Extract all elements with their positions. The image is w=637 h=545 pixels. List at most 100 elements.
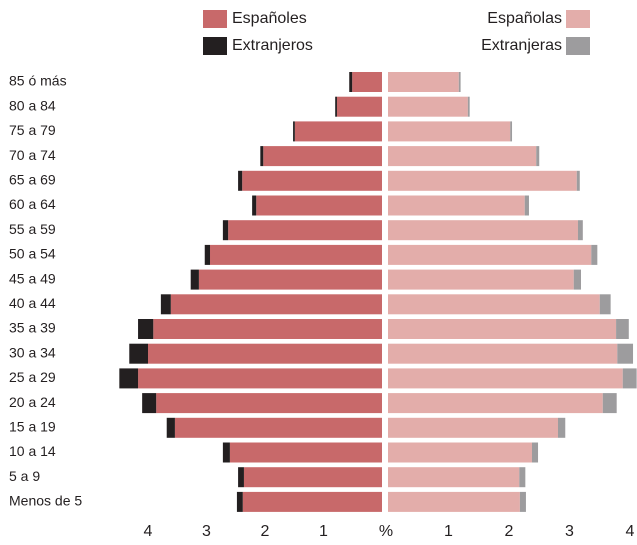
bar xyxy=(294,121,382,142)
bar xyxy=(129,343,148,364)
bar xyxy=(599,294,611,315)
bar xyxy=(138,319,154,339)
bar xyxy=(238,467,244,488)
category-label: 50 a 54 xyxy=(9,246,56,262)
bar xyxy=(388,244,592,265)
category-label: 70 a 74 xyxy=(9,147,56,163)
bar xyxy=(349,72,353,92)
category-label: 20 a 24 xyxy=(9,394,56,410)
bar xyxy=(388,417,559,438)
x-tick-label: 2 xyxy=(505,523,514,540)
bar xyxy=(458,72,461,92)
bar xyxy=(198,269,382,290)
bar xyxy=(388,170,577,191)
bar xyxy=(536,146,540,167)
bar xyxy=(142,393,157,414)
category-label: 75 a 79 xyxy=(9,122,56,138)
bar xyxy=(190,269,199,290)
bar xyxy=(229,442,382,463)
bar xyxy=(204,244,211,265)
bar xyxy=(160,294,171,315)
bar xyxy=(388,442,532,463)
category-label: 80 a 84 xyxy=(9,97,56,113)
category-label: 65 a 69 xyxy=(9,172,56,188)
x-tick-label: 3 xyxy=(202,523,211,540)
x-axis-label: % xyxy=(379,523,393,540)
legend-label: Españolas xyxy=(487,10,562,27)
bar xyxy=(243,467,382,488)
x-tick-label: 3 xyxy=(565,523,574,540)
bar xyxy=(388,195,525,216)
bar xyxy=(573,269,581,290)
bar xyxy=(336,96,382,117)
bar xyxy=(531,442,539,463)
bar xyxy=(352,72,382,92)
legend-swatch xyxy=(566,10,590,28)
bar xyxy=(388,393,603,414)
x-tick-label: 1 xyxy=(444,523,453,540)
bar xyxy=(222,442,230,463)
legend-swatch xyxy=(203,37,227,55)
x-tick-label: 2 xyxy=(261,523,270,540)
bar xyxy=(388,491,520,512)
bar xyxy=(388,220,578,241)
legend-label: Extranjeros xyxy=(232,37,313,54)
bar xyxy=(153,319,382,339)
bar xyxy=(388,319,617,339)
bar xyxy=(524,195,529,216)
bar xyxy=(388,269,574,290)
bar xyxy=(510,121,513,142)
bar xyxy=(558,417,566,438)
bar xyxy=(577,220,583,241)
bar xyxy=(174,417,382,438)
bar xyxy=(576,170,580,191)
bar xyxy=(388,343,618,364)
bar xyxy=(388,294,600,315)
bar xyxy=(242,491,382,512)
category-label: 45 a 49 xyxy=(9,270,56,286)
legend-label: Españoles xyxy=(232,10,307,27)
bar xyxy=(222,220,229,241)
bar xyxy=(519,467,526,488)
legend-swatch xyxy=(203,10,227,28)
category-label: 85 ó más xyxy=(9,73,67,89)
x-tick-label: 1 xyxy=(319,523,328,540)
bar xyxy=(242,170,382,191)
bar xyxy=(256,195,382,216)
bar xyxy=(263,146,382,167)
bar xyxy=(236,491,243,512)
bar xyxy=(388,368,623,389)
legend-swatch xyxy=(566,37,590,55)
bar xyxy=(388,96,468,117)
bar xyxy=(293,121,295,142)
bar xyxy=(170,294,382,315)
bar xyxy=(616,319,629,339)
bar xyxy=(210,244,382,265)
category-label: 5 a 9 xyxy=(9,468,40,484)
bar xyxy=(119,368,139,389)
bar xyxy=(388,467,520,488)
category-label: 55 a 59 xyxy=(9,221,56,237)
bar xyxy=(228,220,382,241)
bar xyxy=(388,121,511,142)
bar xyxy=(138,368,382,389)
bar xyxy=(622,368,637,389)
bar xyxy=(617,343,634,364)
bar xyxy=(252,195,257,216)
bar xyxy=(388,72,459,92)
category-label: 10 a 14 xyxy=(9,443,56,459)
x-tick-label: 4 xyxy=(144,523,153,540)
x-tick-label: 4 xyxy=(626,523,635,540)
category-label: 25 a 29 xyxy=(9,369,56,385)
legend-label: Extranjeras xyxy=(481,37,562,54)
bar xyxy=(166,417,175,438)
bar xyxy=(602,393,617,414)
category-label: 35 a 39 xyxy=(9,320,56,336)
bar xyxy=(148,343,382,364)
category-label: 60 a 64 xyxy=(9,196,56,212)
bar xyxy=(467,96,470,117)
category-label: 30 a 34 xyxy=(9,344,56,360)
bar xyxy=(238,170,243,191)
bar xyxy=(335,96,337,117)
